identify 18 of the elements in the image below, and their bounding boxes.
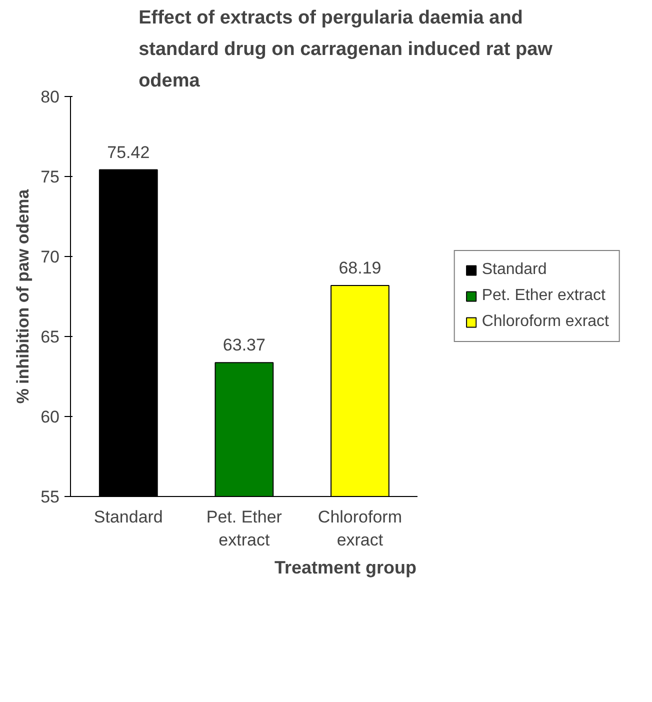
data-label: 68.19 xyxy=(338,258,382,278)
x-tick-label: Chloroform exract xyxy=(318,508,402,550)
x-tick-label: Standard xyxy=(94,508,163,526)
y-tick-label: 65 xyxy=(40,328,60,346)
y-tick-label: 75 xyxy=(40,168,60,186)
legend-label: Chloroform exract xyxy=(482,313,609,331)
legend-label: Pet. Ether extract xyxy=(482,287,606,305)
data-label: 63.37 xyxy=(222,336,266,355)
y-tick-label: 55 xyxy=(40,488,60,506)
y-axis-title: % inhibition of paw odema xyxy=(14,188,33,404)
chart-title: Effect of extracts of pergularia daemia and standard drug on carragenan induced rat paw odema xyxy=(138,8,553,92)
y-tick-label: 70 xyxy=(40,248,60,266)
data-label: 75.42 xyxy=(107,142,150,162)
legend-label: Standard xyxy=(482,261,547,279)
y-tick-label: 60 xyxy=(40,408,60,426)
x-tick-label: Pet. Ether extract xyxy=(206,508,282,550)
y-tick-label: 80 xyxy=(40,88,60,106)
x-axis-title: Treatment group xyxy=(274,557,417,578)
